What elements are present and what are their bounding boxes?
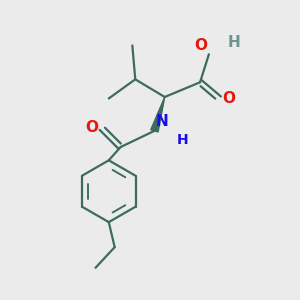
Polygon shape [151, 97, 165, 132]
Text: O: O [194, 38, 207, 53]
Text: H: H [228, 35, 241, 50]
Text: O: O [85, 120, 98, 135]
Text: H: H [176, 133, 188, 147]
Text: O: O [223, 91, 236, 106]
Text: N: N [156, 113, 169, 128]
